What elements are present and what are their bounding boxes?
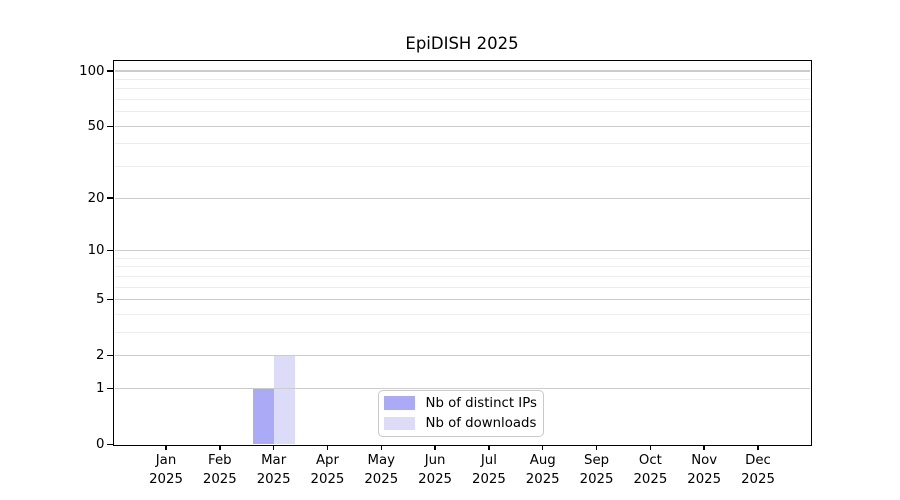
x-tick-year: 2025 xyxy=(149,471,183,487)
x-tick-month: May xyxy=(367,453,396,468)
x-tick-mark xyxy=(380,444,383,450)
x-tick-mark xyxy=(272,444,275,450)
x-tick-mark xyxy=(326,444,329,450)
y-tick-mark xyxy=(107,354,114,357)
minor-gridline xyxy=(114,331,810,333)
x-tick-year: 2025 xyxy=(418,471,452,487)
y-tick-mark xyxy=(107,249,114,252)
major-gridline xyxy=(114,125,810,127)
x-tick-year: 2025 xyxy=(741,471,775,487)
x-tick-year: 2025 xyxy=(256,471,291,487)
x-tick-year: 2025 xyxy=(364,471,399,487)
chart-title: EpiDISH 2025 xyxy=(405,34,519,53)
minor-gridline xyxy=(114,266,810,268)
y-tick-label: 5 xyxy=(96,291,105,307)
x-tick-label: Jun 2025 xyxy=(400,452,470,489)
y-tick-mark xyxy=(107,197,114,199)
y-tick-label: 50 xyxy=(87,118,105,134)
x-tick-month: Jan xyxy=(155,453,177,468)
x-tick-year: 2025 xyxy=(471,471,506,487)
x-tick-month: Sep xyxy=(584,453,610,468)
x-tick-month: Apr xyxy=(315,453,339,468)
y-tick-mark xyxy=(107,70,114,72)
minor-gridline xyxy=(114,275,810,277)
x-tick-year: 2025 xyxy=(579,471,614,487)
y-tick-mark xyxy=(107,298,114,301)
x-tick-label: Dec 2025 xyxy=(723,452,793,489)
y-tick-mark xyxy=(107,443,114,446)
x-tick-month: Nov xyxy=(691,453,718,468)
x-tick-label: May 2025 xyxy=(346,452,416,489)
x-tick-label: Jul 2025 xyxy=(454,452,524,489)
major-gridline xyxy=(114,249,810,252)
x-tick-label: Sep 2025 xyxy=(562,452,632,489)
minor-gridline xyxy=(114,313,810,315)
x-tick-month: Oct xyxy=(638,453,662,468)
major-gridline xyxy=(114,298,810,301)
minor-gridline xyxy=(114,78,810,80)
x-tick-year: 2025 xyxy=(525,471,560,487)
y-tick-label: 2 xyxy=(96,348,105,364)
minor-gridline xyxy=(114,143,810,145)
bar-downloads-mar xyxy=(273,355,295,445)
x-tick-year: 2025 xyxy=(633,471,668,487)
legend-label-distinct-ips: Nb of distinct IPs xyxy=(425,395,537,411)
minor-gridline xyxy=(114,99,810,101)
x-tick-mark xyxy=(165,444,167,450)
x-tick-month: Dec xyxy=(745,453,771,468)
downloads-swatch-icon xyxy=(383,416,415,431)
x-tick-label: Mar 2025 xyxy=(239,452,309,489)
x-tick-month: Jun xyxy=(424,453,446,468)
x-tick-month: Feb xyxy=(208,453,232,468)
x-tick-mark xyxy=(703,444,705,450)
y-tick-label: 10 xyxy=(87,242,105,258)
x-tick-mark xyxy=(541,444,544,450)
legend-item-distinct-ips: Nb of distinct IPs xyxy=(383,394,537,413)
x-tick-label: Jan 2025 xyxy=(131,452,201,489)
distinct-ips-swatch-icon xyxy=(383,396,415,410)
major-gridline xyxy=(114,387,810,389)
x-tick-year: 2025 xyxy=(687,471,722,487)
bar-distinct-ips-mar xyxy=(252,388,274,445)
minor-gridline xyxy=(114,286,810,288)
minor-gridline xyxy=(114,166,810,168)
legend-item-downloads: Nb of downloads xyxy=(383,414,537,433)
x-tick-mark xyxy=(219,444,221,450)
major-gridline xyxy=(114,354,810,357)
minor-gridline xyxy=(114,111,810,113)
y-tick-label: 100 xyxy=(79,63,105,79)
legend-label-downloads: Nb of downloads xyxy=(425,415,537,431)
x-tick-mark xyxy=(649,444,652,450)
major-gridline xyxy=(114,70,810,72)
x-tick-month: Mar xyxy=(261,453,287,468)
x-tick-month: Jul xyxy=(480,453,497,468)
y-tick-label: 0 xyxy=(96,437,105,452)
x-tick-mark xyxy=(434,444,436,450)
x-tick-label: Nov 2025 xyxy=(669,452,739,489)
y-tick-label: 20 xyxy=(87,190,105,206)
minor-gridline xyxy=(114,88,810,90)
minor-gridline xyxy=(114,257,810,259)
x-tick-label: Feb 2025 xyxy=(185,452,255,489)
x-tick-mark xyxy=(488,444,490,450)
x-tick-label: Oct 2025 xyxy=(615,452,685,489)
x-tick-label: Aug 2025 xyxy=(508,452,578,489)
major-gridline xyxy=(114,197,810,199)
x-tick-year: 2025 xyxy=(202,471,237,487)
y-tick-mark xyxy=(107,125,114,128)
x-tick-year: 2025 xyxy=(310,471,345,487)
x-tick-mark xyxy=(595,444,598,450)
y-tick-label: 1 xyxy=(96,380,105,396)
x-tick-mark xyxy=(757,444,759,450)
y-tick-mark xyxy=(107,387,114,390)
legend: Nb of distinct IPs Nb of downloads xyxy=(377,389,544,437)
x-tick-label: Apr 2025 xyxy=(292,452,362,489)
x-tick-month: Aug xyxy=(529,453,556,468)
